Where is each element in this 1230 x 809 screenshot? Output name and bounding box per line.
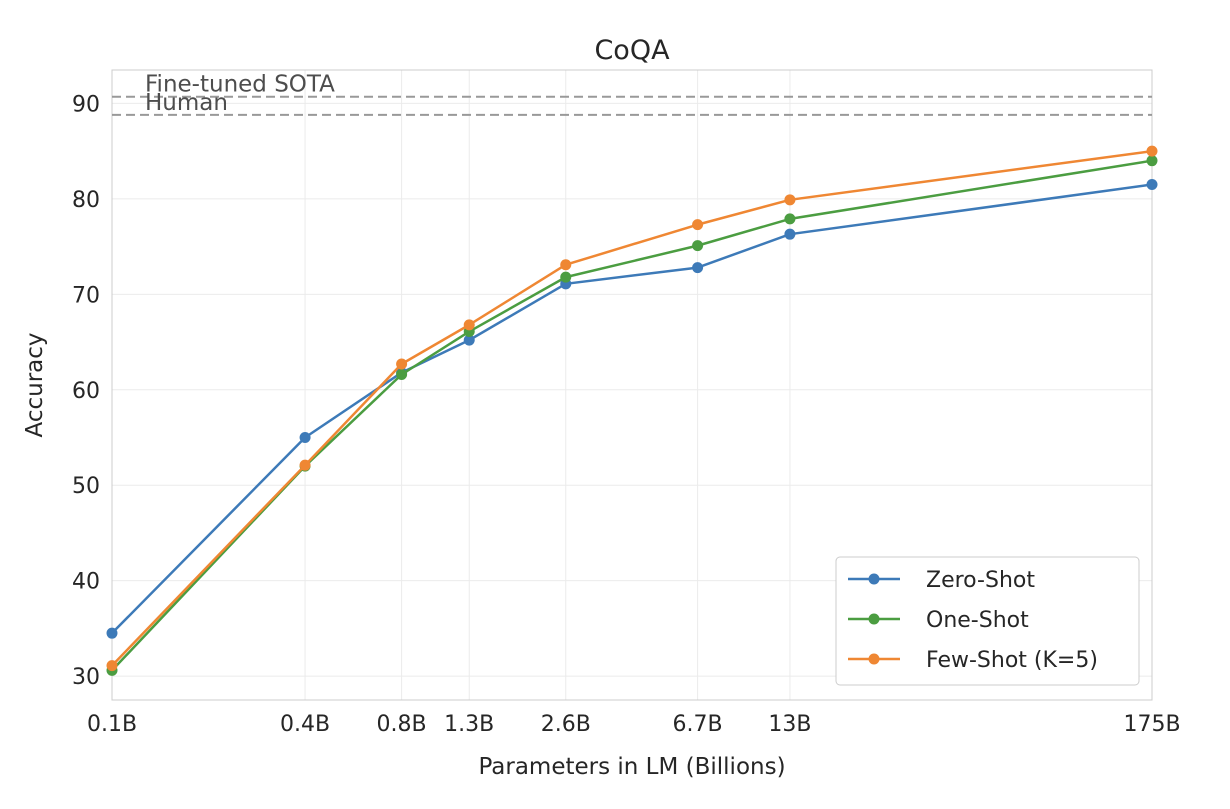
data-point: [784, 228, 796, 240]
legend-marker: [868, 573, 880, 585]
y-tick-label: 90: [72, 92, 100, 117]
series: [106, 145, 1158, 672]
x-tick-label: 1.3B: [444, 712, 494, 737]
legend-label: Few-Shot (K=5): [926, 648, 1098, 673]
data-point: [1146, 155, 1158, 167]
data-point: [560, 271, 572, 283]
data-point: [692, 240, 704, 252]
x-axis-label: Parameters in LM (Billions): [478, 754, 785, 780]
tick-labels: 0.1B 0.4B 0.8B 1.3B 2.6B 6.7B 13B 175B 30 40 50 60 7…: [72, 92, 1181, 737]
legend-label: Zero-Shot: [926, 568, 1035, 593]
legend-marker: [868, 653, 880, 665]
series-line: [111, 149, 1153, 667]
x-tick-label: 6.7B: [673, 712, 723, 737]
y-tick-label: 70: [72, 283, 100, 308]
y-tick-label: 60: [72, 379, 100, 404]
x-tick-label: 13B: [768, 712, 811, 737]
x-tick-label: 2.6B: [541, 712, 591, 737]
data-point: [1146, 145, 1158, 157]
x-tick-label: 0.8B: [377, 712, 427, 737]
data-point: [463, 334, 475, 346]
legend-label: One-Shot: [926, 608, 1029, 633]
data-point: [560, 259, 572, 271]
data-point: [1146, 179, 1158, 191]
data-point: [299, 459, 311, 471]
series-lines: [106, 145, 1158, 676]
data-point: [396, 369, 408, 380]
y-axis-label: Accuracy: [22, 332, 48, 437]
data-point: [299, 432, 311, 443]
x-tick-label: 0.4B: [280, 712, 330, 737]
legend-marker: [868, 613, 880, 625]
data-point: [784, 194, 796, 206]
data-point: [106, 660, 118, 672]
y-tick-label: 30: [72, 665, 100, 690]
data-point: [692, 262, 704, 274]
x-tick-label: 0.1B: [87, 712, 137, 737]
data-point: [396, 358, 408, 370]
series-line: [111, 183, 1153, 635]
legend: Zero-Shot One-Shot Few-Shot (K=5): [835, 556, 1140, 686]
data-point: [463, 319, 475, 331]
y-tick-label: 50: [72, 474, 100, 499]
reference-line-label: Human: [145, 90, 228, 116]
data-point: [106, 627, 118, 639]
legend-box: [835, 556, 1140, 686]
chart-title: CoQA: [594, 35, 670, 66]
data-point: [784, 213, 796, 225]
plot-frame: [111, 69, 1153, 701]
series-line: [111, 159, 1153, 672]
x-tick-label: 175B: [1123, 712, 1180, 737]
y-tick-label: 80: [72, 188, 100, 213]
y-tick-label: 40: [72, 570, 100, 595]
data-point: [692, 219, 704, 231]
reference-line-label: Fine-tuned SOTA: [145, 72, 335, 98]
